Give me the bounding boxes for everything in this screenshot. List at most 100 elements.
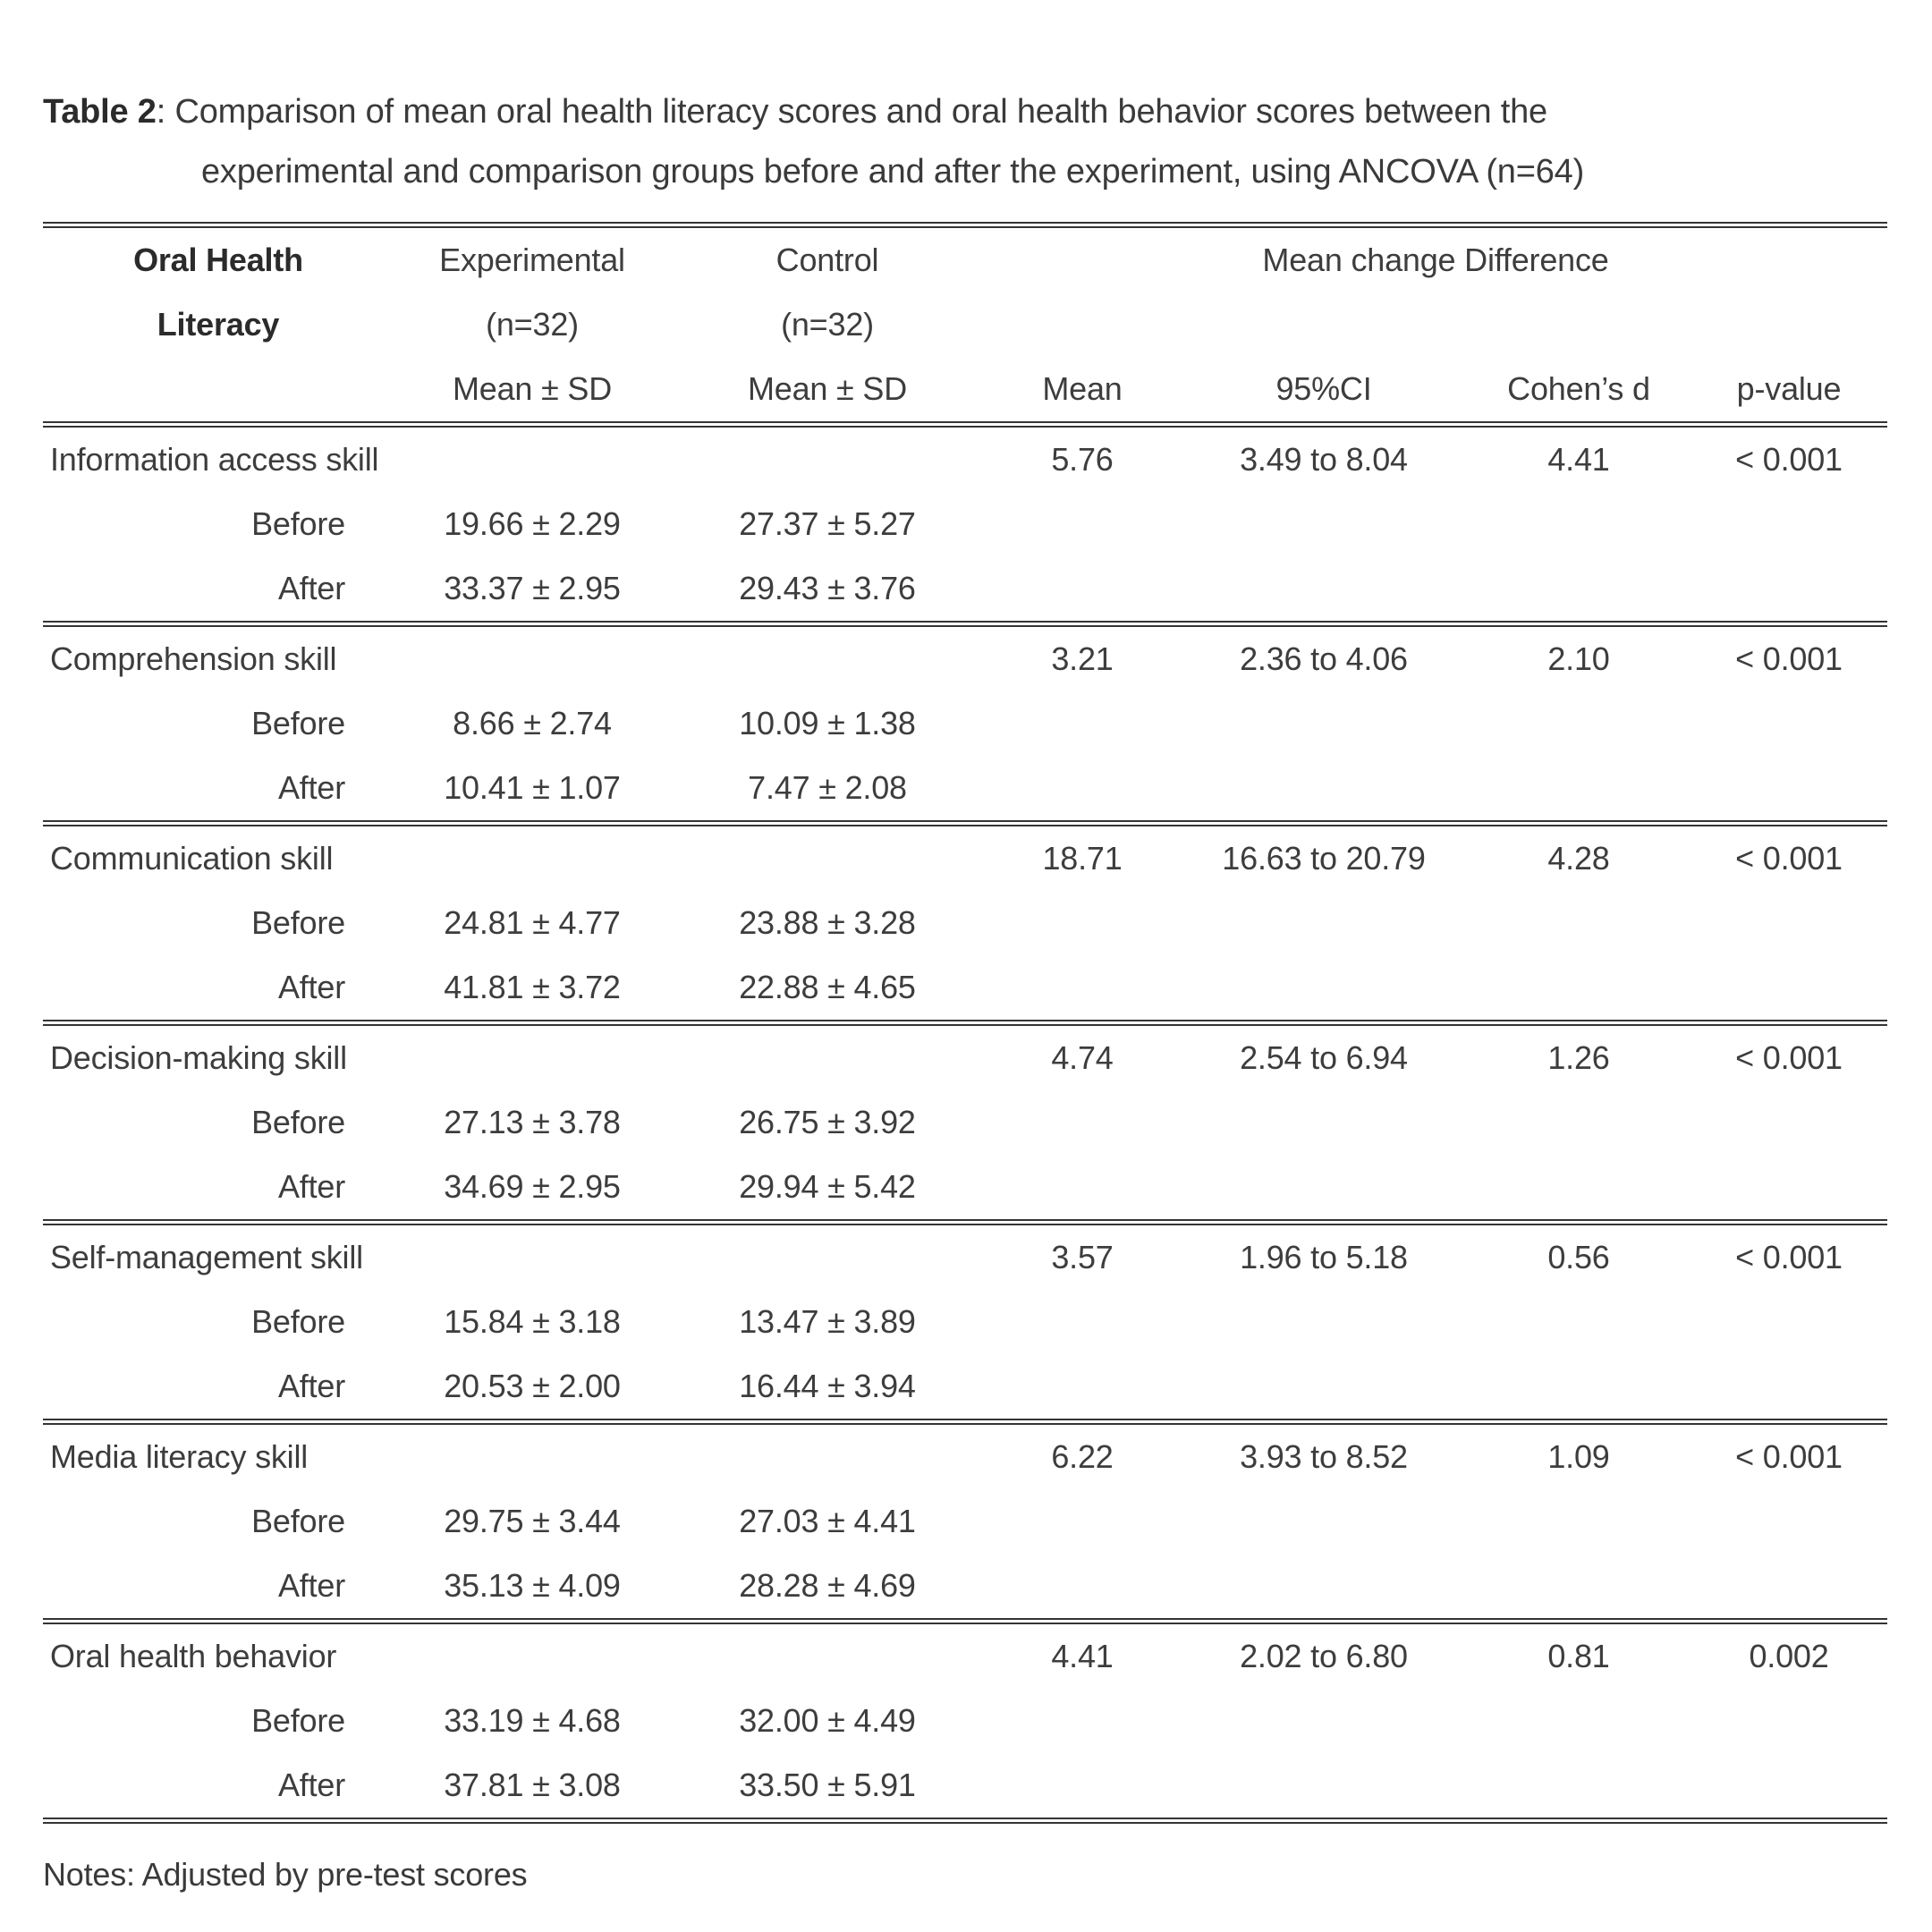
table-row: Oral health behavior 4.41 2.02 to 6.80 0… bbox=[43, 1622, 1887, 1690]
header-mean-change-difference: Mean change Difference bbox=[984, 222, 1888, 292]
cell-exp-before: 27.13 ± 3.78 bbox=[444, 1104, 621, 1140]
cell-before-label: Before bbox=[251, 1303, 345, 1340]
cell-95ci: 2.36 to 4.06 bbox=[1240, 640, 1408, 677]
header-row-1: Oral Health Experimental Control Mean ch… bbox=[43, 222, 1888, 292]
table-row: Before 8.66 ± 2.74 10.09 ± 1.38 bbox=[43, 691, 1887, 756]
cell-cohens-d: 2.10 bbox=[1547, 640, 1610, 677]
cell-ctrl-before: 27.37 ± 5.27 bbox=[739, 505, 916, 542]
cell-before-label: Before bbox=[251, 705, 345, 741]
cell-exp-after: 37.81 ± 3.08 bbox=[394, 1753, 671, 1824]
cell-exp-before: 19.66 ± 2.29 bbox=[444, 505, 621, 542]
cell-p-value: < 0.001 bbox=[1735, 1039, 1843, 1076]
table-row: Self-management skill 3.57 1.96 to 5.18 … bbox=[43, 1223, 1887, 1291]
table-row: Decision-making skill 4.74 2.54 to 6.94 … bbox=[43, 1023, 1887, 1091]
cell-ctrl-after: 22.88 ± 4.65 bbox=[671, 955, 984, 1026]
cell-mean-change: 18.71 bbox=[1042, 840, 1123, 877]
cell-skill-name: Media literacy skill bbox=[50, 1438, 309, 1475]
header-mean-sd-control: Mean ± SD bbox=[671, 357, 984, 428]
cell-skill-name: Comprehension skill bbox=[50, 640, 337, 677]
cell-ctrl-before: 23.88 ± 3.28 bbox=[739, 904, 916, 941]
cell-p-value: < 0.001 bbox=[1735, 640, 1843, 677]
cell-exp-before: 33.19 ± 4.68 bbox=[444, 1702, 621, 1739]
header-n-control: (n=32) bbox=[781, 306, 874, 343]
cell-before-label: Before bbox=[251, 1503, 345, 1539]
header-row-3: Mean ± SD Mean ± SD Mean 95%CI Cohen’s d… bbox=[43, 357, 1888, 428]
header-mean: Mean bbox=[984, 357, 1181, 428]
cell-cohens-d: 0.81 bbox=[1547, 1638, 1610, 1674]
cell-exp-after: 20.53 ± 2.00 bbox=[394, 1354, 671, 1425]
table-notes: Notes: Adjusted by pre-test scores bbox=[43, 1856, 528, 1893]
cell-after-label: After bbox=[43, 1753, 394, 1824]
cell-exp-after: 33.37 ± 2.95 bbox=[394, 556, 671, 627]
header-mean-sd-experimental: Mean ± SD bbox=[394, 357, 671, 428]
header-group-line1: Oral Health bbox=[43, 222, 394, 292]
cell-95ci: 16.63 to 20.79 bbox=[1222, 840, 1426, 877]
table-row: Comprehension skill 3.21 2.36 to 4.06 2.… bbox=[43, 624, 1887, 692]
table-row: Before 15.84 ± 3.18 13.47 ± 3.89 bbox=[43, 1290, 1887, 1354]
cell-cohens-d: 0.56 bbox=[1547, 1239, 1610, 1275]
cell-ctrl-after: 28.28 ± 4.69 bbox=[671, 1554, 984, 1624]
cell-ctrl-after: 16.44 ± 3.94 bbox=[671, 1354, 984, 1425]
cell-ctrl-after: 29.43 ± 3.76 bbox=[671, 556, 984, 627]
cell-ctrl-after: 29.94 ± 5.42 bbox=[671, 1155, 984, 1225]
table-caption: Table 2: Comparison of mean oral health … bbox=[43, 82, 1889, 202]
cell-skill-name: Self-management skill bbox=[50, 1239, 363, 1275]
cell-after-label: After bbox=[43, 556, 394, 627]
cell-mean-change: 3.57 bbox=[1051, 1239, 1114, 1275]
cell-skill-name: Communication skill bbox=[50, 840, 334, 877]
cell-mean-change: 4.74 bbox=[1051, 1039, 1114, 1076]
table-row: Before 27.13 ± 3.78 26.75 ± 3.92 bbox=[43, 1090, 1887, 1155]
ancova-results-table: Oral Health Experimental Control Mean ch… bbox=[43, 222, 1888, 1824]
table-number-label: Table 2 bbox=[43, 93, 157, 131]
cell-95ci: 1.96 to 5.18 bbox=[1240, 1239, 1408, 1275]
table-row: After 35.13 ± 4.09 28.28 ± 4.69 bbox=[43, 1554, 1888, 1624]
table-row: After 33.37 ± 2.95 29.43 ± 3.76 bbox=[43, 556, 1888, 627]
table-row: Before 24.81 ± 4.77 23.88 ± 3.28 bbox=[43, 891, 1887, 955]
header-experimental: Experimental bbox=[394, 222, 671, 292]
table-row: After 34.69 ± 2.95 29.94 ± 5.42 bbox=[43, 1155, 1888, 1225]
cell-cohens-d: 4.28 bbox=[1547, 840, 1610, 877]
cell-after-label: After bbox=[43, 955, 394, 1026]
cell-after-label: After bbox=[43, 1155, 394, 1225]
cell-ctrl-after: 7.47 ± 2.08 bbox=[671, 756, 984, 826]
table-row: Before 19.66 ± 2.29 27.37 ± 5.27 bbox=[43, 492, 1887, 556]
cell-p-value: < 0.001 bbox=[1735, 840, 1843, 877]
caption-text-line1: : Comparison of mean oral health literac… bbox=[156, 93, 1547, 131]
cell-mean-change: 4.41 bbox=[1051, 1638, 1114, 1674]
table-row: Before 29.75 ± 3.44 27.03 ± 4.41 bbox=[43, 1489, 1887, 1554]
header-row-2: Literacy (n=32) (n=32) bbox=[43, 292, 1887, 357]
cell-mean-change: 6.22 bbox=[1051, 1438, 1114, 1475]
cell-ctrl-before: 32.00 ± 4.49 bbox=[739, 1702, 916, 1739]
caption-text-line2: experimental and comparison groups befor… bbox=[201, 153, 1585, 191]
cell-exp-after: 10.41 ± 1.07 bbox=[394, 756, 671, 826]
cell-p-value: < 0.001 bbox=[1735, 1239, 1843, 1275]
cell-95ci: 2.02 to 6.80 bbox=[1240, 1638, 1408, 1674]
table-row: After 37.81 ± 3.08 33.50 ± 5.91 bbox=[43, 1753, 1888, 1824]
cell-ctrl-before: 27.03 ± 4.41 bbox=[739, 1503, 916, 1539]
table-row: Media literacy skill 6.22 3.93 to 8.52 1… bbox=[43, 1422, 1887, 1490]
header-group-line2: Literacy bbox=[157, 306, 280, 343]
cell-95ci: 2.54 to 6.94 bbox=[1240, 1039, 1408, 1076]
cell-skill-name: Oral health behavior bbox=[50, 1638, 337, 1674]
cell-p-value: < 0.001 bbox=[1735, 1438, 1843, 1475]
header-95ci: 95%CI bbox=[1181, 357, 1467, 428]
cell-ctrl-before: 13.47 ± 3.89 bbox=[739, 1303, 916, 1340]
cell-before-label: Before bbox=[251, 1702, 345, 1739]
cell-before-label: Before bbox=[251, 505, 345, 542]
cell-before-label: Before bbox=[251, 1104, 345, 1140]
cell-skill-name: Information access skill bbox=[50, 441, 379, 478]
cell-ctrl-before: 10.09 ± 1.38 bbox=[739, 705, 916, 741]
table-row: After 10.41 ± 1.07 7.47 ± 2.08 bbox=[43, 756, 1888, 826]
cell-before-label: Before bbox=[251, 904, 345, 941]
header-n-experimental: (n=32) bbox=[486, 306, 579, 343]
cell-exp-after: 41.81 ± 3.72 bbox=[394, 955, 671, 1026]
table-row: Before 33.19 ± 4.68 32.00 ± 4.49 bbox=[43, 1689, 1887, 1753]
cell-exp-after: 35.13 ± 4.09 bbox=[394, 1554, 671, 1624]
cell-after-label: After bbox=[43, 1554, 394, 1624]
cell-cohens-d: 1.26 bbox=[1547, 1039, 1610, 1076]
cell-p-value: 0.002 bbox=[1749, 1638, 1829, 1674]
table-row: After 20.53 ± 2.00 16.44 ± 3.94 bbox=[43, 1354, 1888, 1425]
cell-after-label: After bbox=[43, 1354, 394, 1425]
cell-exp-before: 29.75 ± 3.44 bbox=[444, 1503, 621, 1539]
